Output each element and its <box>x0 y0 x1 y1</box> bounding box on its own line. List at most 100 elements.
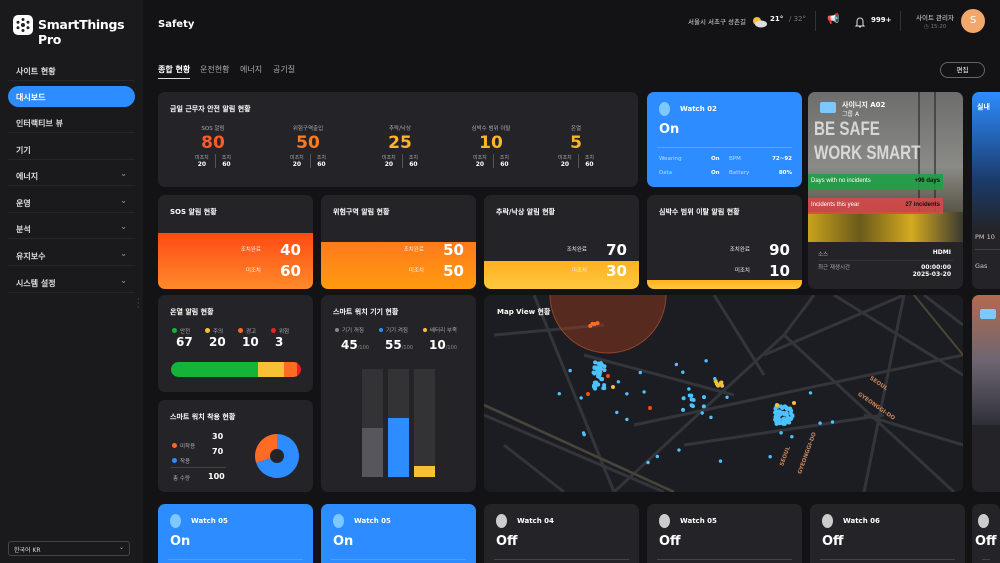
map-marker[interactable] <box>674 362 679 367</box>
map-marker[interactable] <box>681 370 685 374</box>
map-marker[interactable] <box>611 385 615 389</box>
map-marker[interactable] <box>779 411 784 416</box>
map-marker[interactable] <box>790 413 795 418</box>
alert-card[interactable]: 추락/낙상 알림 현황 조치완료 70 미조치 30 <box>484 195 639 289</box>
map-marker[interactable] <box>779 431 783 435</box>
watch-card[interactable]: Watch 05 On <box>158 504 313 563</box>
map-marker[interactable] <box>778 420 783 425</box>
map-marker[interactable] <box>775 403 779 407</box>
map-marker[interactable] <box>590 321 595 326</box>
watch-card[interactable]: Watch 05 On <box>321 504 476 563</box>
watch-card[interactable]: Watch 05 Off <box>647 504 802 563</box>
map-marker[interactable] <box>594 365 599 370</box>
map-marker[interactable] <box>777 417 782 422</box>
sidebar-item[interactable]: 운영 ⌄ <box>8 192 135 213</box>
alert-card[interactable]: SOS 알림 현황 조치완료 40 미조치 60 <box>158 195 313 289</box>
avatar[interactable]: S <box>961 9 985 33</box>
alert-card[interactable]: 위험구역 알림 현황 조치완료 50 미조치 50 <box>321 195 476 289</box>
megaphone-icon[interactable]: 📢 <box>827 13 840 25</box>
map-marker[interactable] <box>783 411 788 416</box>
map-marker[interactable] <box>638 370 642 375</box>
map-marker[interactable] <box>646 460 650 465</box>
map-marker[interactable] <box>677 448 681 452</box>
sidebar-item[interactable]: 유지보수 ⌄ <box>8 245 135 266</box>
map-marker[interactable] <box>792 401 796 405</box>
map-marker[interactable] <box>788 416 793 421</box>
map-marker[interactable] <box>602 368 607 373</box>
sidebar-item[interactable]: 기기 <box>8 139 135 160</box>
map-marker[interactable] <box>773 411 778 416</box>
map-marker[interactable] <box>790 435 794 439</box>
map-marker[interactable] <box>615 410 619 415</box>
map-marker[interactable] <box>586 392 590 396</box>
map-marker[interactable] <box>602 383 607 388</box>
map-marker[interactable] <box>596 361 601 366</box>
map-marker[interactable] <box>818 421 822 425</box>
map-marker[interactable] <box>830 420 835 424</box>
edit-button[interactable]: 편집 <box>940 62 985 78</box>
map-marker[interactable] <box>725 395 729 399</box>
tab[interactable]: 에너지 <box>240 65 263 74</box>
map-marker[interactable] <box>775 420 780 425</box>
map-marker[interactable] <box>593 360 598 365</box>
sidebar-item[interactable]: 시스템 설정 ⌄ <box>8 272 135 293</box>
tab[interactable]: 종합 현황 <box>158 64 191 79</box>
sidebar-item[interactable]: 에너지 ⌄ <box>8 165 135 186</box>
map-marker[interactable] <box>625 417 629 422</box>
map-marker[interactable] <box>642 390 646 394</box>
sidebar-item[interactable]: 인터랙티브 뷰 <box>8 112 135 133</box>
map-marker[interactable] <box>786 420 791 425</box>
map-marker[interactable] <box>581 431 586 435</box>
map-marker[interactable] <box>648 406 652 410</box>
map-marker[interactable] <box>681 407 686 412</box>
watch-card[interactable]: Off <box>972 504 1000 563</box>
map-marker[interactable] <box>808 391 813 395</box>
map-marker[interactable] <box>606 374 610 378</box>
language-select[interactable]: 한국어 KR ⌄ <box>8 541 130 556</box>
map-view-card[interactable]: Map View 현황 SEOUL GYEONGGI-DO SEOUL GYEONGG… <box>484 295 963 492</box>
map-marker[interactable] <box>616 380 621 384</box>
map-marker[interactable] <box>720 383 725 388</box>
map-marker[interactable] <box>568 368 572 373</box>
map-marker[interactable] <box>787 407 792 412</box>
map-marker[interactable] <box>579 396 583 400</box>
map-marker[interactable] <box>595 321 600 326</box>
tab[interactable]: 운전현황 <box>200 65 230 74</box>
map-marker[interactable] <box>716 383 721 388</box>
indoor-air-card[interactable]: 실내 PM 10 Gas <box>972 92 1000 289</box>
map-marker[interactable] <box>768 455 772 459</box>
map-marker[interactable] <box>704 359 708 363</box>
watch-card-watch-02[interactable]: Watch 02 On Wearing On BPM 72~92 Data On Batt… <box>647 92 802 187</box>
map-marker[interactable] <box>594 380 599 385</box>
map-marker[interactable] <box>681 396 686 401</box>
map-marker[interactable] <box>700 411 704 415</box>
sidebar-item[interactable]: 대시보드 <box>8 86 135 107</box>
sidebar-item[interactable]: 분석 ⌄ <box>8 218 135 239</box>
map-marker[interactable] <box>601 386 606 391</box>
watch-card[interactable]: Watch 04 Off <box>484 504 639 563</box>
tab[interactable]: 공기질 <box>273 65 296 74</box>
signage-card-2[interactable] <box>972 295 1000 492</box>
resize-handle[interactable]: · · · <box>137 295 140 312</box>
map-marker[interactable] <box>599 376 604 381</box>
map-marker[interactable] <box>689 393 694 398</box>
signage-card[interactable]: 사이니지 A02 그룹 A BE SAFE WORK SMART Days wi… <box>808 92 963 289</box>
map-marker[interactable] <box>718 459 723 463</box>
map-marker[interactable] <box>655 454 660 459</box>
map-canvas[interactable] <box>484 295 963 492</box>
map-marker[interactable] <box>709 415 713 420</box>
map-marker[interactable] <box>557 391 561 396</box>
map-marker[interactable] <box>701 404 706 409</box>
map-marker[interactable] <box>719 380 724 385</box>
alert-card[interactable]: 심박수 범위 이탈 알림 현황 조치완료 90 미조치 10 <box>647 195 802 289</box>
map-marker[interactable] <box>625 392 629 396</box>
map-marker[interactable] <box>596 371 601 376</box>
map-marker[interactable] <box>713 376 717 381</box>
watch-card[interactable]: Watch 06 Off <box>810 504 965 563</box>
map-marker[interactable] <box>702 395 707 400</box>
sidebar-item[interactable]: 사이트 현황 <box>8 60 135 81</box>
map-marker[interactable] <box>599 362 604 367</box>
map-marker[interactable] <box>689 397 694 402</box>
map-marker[interactable] <box>687 387 691 391</box>
bell-icon[interactable] <box>854 13 866 32</box>
